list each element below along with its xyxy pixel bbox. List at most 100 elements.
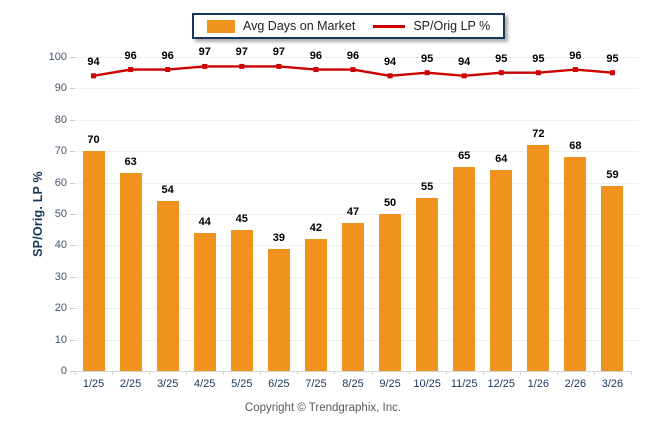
- y-tick-mark: [70, 151, 75, 153]
- bar-value-label: 55: [421, 181, 434, 194]
- bar-value-label: 44: [198, 215, 211, 228]
- line-point-marker: [202, 63, 208, 69]
- x-tick-mark: [186, 371, 188, 375]
- line-value-label: 95: [532, 52, 545, 65]
- line-value-label: 95: [606, 52, 619, 65]
- bar: [267, 248, 290, 371]
- y-tick-label: 30: [54, 270, 67, 283]
- gridline: [75, 119, 639, 121]
- line-legend-swatch: [373, 24, 406, 28]
- bar: [230, 229, 253, 371]
- x-tick-label: 2/26: [564, 378, 587, 390]
- bar-value-label: 50: [383, 197, 397, 209]
- bar-legend-swatch: [207, 19, 235, 33]
- bar-value-label: 45: [235, 212, 248, 225]
- y-tick-label: 0: [60, 365, 67, 377]
- gridline: [75, 88, 639, 90]
- y-tick-mark: [70, 371, 75, 372]
- line-point-marker: [313, 67, 319, 73]
- x-tick-mark: [519, 371, 521, 375]
- bar-value-label: 39: [272, 231, 285, 244]
- x-tick-mark: [371, 371, 373, 375]
- line-point-marker: [165, 67, 171, 73]
- y-tick-mark: [70, 308, 75, 310]
- x-tick-mark: [149, 371, 151, 375]
- bar: [379, 214, 402, 371]
- y-tick-mark: [70, 57, 75, 58]
- y-tick-mark: [70, 339, 75, 341]
- bar: [453, 166, 476, 371]
- y-tick-label: 40: [54, 239, 67, 252]
- x-tick-mark: [75, 371, 76, 375]
- x-tick-label: 1/25: [82, 378, 105, 390]
- x-tick-label: 10/25: [413, 378, 441, 390]
- bar-value-label: 59: [606, 168, 619, 181]
- line-point-marker: [128, 67, 134, 73]
- line-value-label: 94: [87, 55, 100, 68]
- y-tick-mark: [70, 245, 75, 247]
- bar: [119, 173, 142, 371]
- gridline: [75, 214, 639, 215]
- line-point-marker: [572, 67, 578, 73]
- y-tick-label: 10: [54, 333, 67, 346]
- bar: [527, 144, 550, 371]
- bar: [601, 185, 624, 371]
- line-value-label: 96: [569, 49, 582, 62]
- x-tick-mark: [593, 371, 595, 375]
- x-tick-mark: [408, 371, 410, 375]
- y-tick-label: 90: [54, 82, 67, 95]
- line-value-label: 96: [124, 49, 137, 62]
- bar: [490, 170, 513, 371]
- line-point-marker: [498, 70, 504, 76]
- x-tick-mark: [112, 371, 114, 375]
- line-value-label: 96: [346, 49, 360, 62]
- line-point-marker: [461, 73, 467, 79]
- bar-value-label: 65: [458, 149, 471, 162]
- bar-value-label: 54: [161, 184, 174, 197]
- y-tick-mark: [70, 119, 75, 121]
- x-tick-label: 6/25: [268, 378, 290, 390]
- y-tick-label: 100: [48, 51, 67, 63]
- bar-value-label: 63: [124, 156, 137, 169]
- x-tick-label: 8/25: [342, 378, 364, 390]
- line-legend-label: SP/Orig LP %: [413, 19, 491, 33]
- x-tick-label: 4/25: [194, 378, 216, 390]
- y-tick-label: 50: [54, 208, 67, 220]
- gridline: [75, 182, 639, 184]
- bar-value-label: 47: [346, 206, 360, 219]
- copyright-text: Copyright © Trendgraphix, Inc.: [244, 402, 402, 414]
- line-point-marker: [239, 63, 245, 69]
- x-tick-mark: [482, 371, 484, 375]
- line-value-label: 95: [495, 52, 508, 65]
- x-tick-label: 1/26: [527, 378, 550, 390]
- plot-area: 0 10 20 30 40 50 60 70 80 90 100 70 1/25 63 2/25 54 3/25…: [49, 46, 639, 390]
- line-value-label: 95: [421, 52, 434, 65]
- bar: [416, 198, 439, 371]
- x-tick-mark: [445, 371, 447, 375]
- x-tick-label: 3/25: [156, 378, 179, 390]
- chart-legend: Avg Days on Market SP/Orig LP %: [192, 13, 506, 39]
- bar: [564, 157, 587, 371]
- bar-value-label: 42: [309, 222, 323, 235]
- line-value-label: 97: [235, 46, 248, 59]
- line-point-marker: [387, 73, 393, 79]
- y-tick-label: 80: [54, 113, 67, 126]
- y-tick-mark: [70, 88, 75, 90]
- line-point-marker: [535, 70, 541, 76]
- bar-value-label: 64: [495, 153, 508, 166]
- line-value-label: 96: [161, 49, 174, 62]
- x-tick-label: 12/25: [487, 378, 516, 390]
- bar: [193, 232, 216, 371]
- bar-value-label: 68: [569, 140, 582, 153]
- line-point-marker: [424, 70, 430, 76]
- x-tick-mark: [631, 371, 632, 375]
- trend-line: [91, 63, 615, 79]
- bar-legend-label: Avg Days on Market: [243, 19, 356, 33]
- x-tick-label: 7/25: [305, 378, 327, 390]
- line-value-label: 96: [309, 49, 323, 62]
- bar-value-label: 70: [87, 134, 100, 147]
- x-tick-mark: [556, 371, 558, 375]
- x-tick-label: 9/25: [379, 378, 401, 390]
- y-tick-label: 60: [54, 176, 67, 189]
